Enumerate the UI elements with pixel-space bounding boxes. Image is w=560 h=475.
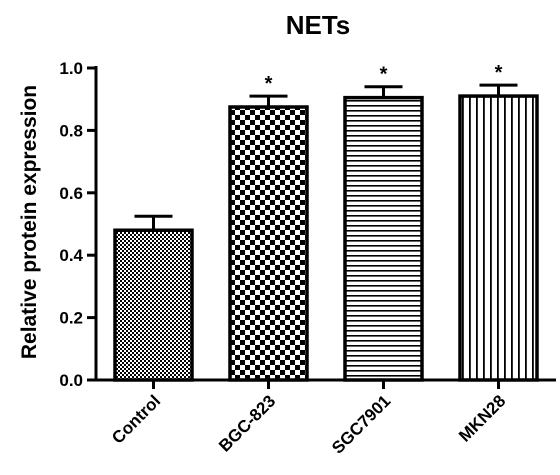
x-axis: Control BGC-823 SGC7901 MKN28	[94, 378, 556, 458]
bar-bgc-823	[228, 105, 309, 382]
y-tick-label: 0.0	[59, 371, 83, 390]
y-tick-label: 0.8	[59, 121, 83, 140]
x-tick-label: SGC7901	[328, 391, 394, 457]
y-axis-label: Relative protein expression	[18, 85, 41, 359]
y-tick-label: 1.0	[59, 59, 83, 78]
bar-sgc7901	[343, 95, 424, 382]
bars-group: * * *	[113, 62, 539, 382]
bar-control	[113, 228, 194, 382]
y-tick-label: 0.2	[59, 309, 83, 328]
bar-mkn28	[458, 94, 539, 382]
significance-marker: *	[495, 62, 503, 84]
y-tick-label: 0.4	[59, 246, 83, 265]
y-tick-label: 0.6	[59, 184, 83, 203]
x-tick-label: BGC-823	[215, 391, 279, 455]
x-tick-label: MKN28	[455, 391, 509, 445]
chart-title: NETs	[286, 10, 351, 40]
x-tick-label: Control	[108, 391, 164, 447]
y-axis: 0.0 0.2 0.4 0.6 0.8 1.0	[59, 59, 98, 390]
significance-marker: *	[380, 64, 388, 86]
significance-marker: *	[265, 73, 273, 95]
